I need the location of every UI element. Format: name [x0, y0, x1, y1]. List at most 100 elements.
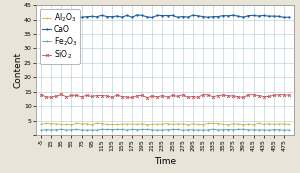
Al$_2$O$_3$: [166, 122, 169, 125]
Fe$_2$O$_3$: [221, 129, 225, 131]
SiO$_2$: [120, 95, 124, 98]
CaO: [64, 14, 68, 16]
CaO: [211, 16, 215, 18]
Fe$_2$O$_3$: [287, 129, 291, 131]
Fe$_2$O$_3$: [206, 129, 210, 131]
SiO$_2$: [282, 94, 286, 96]
Fe$_2$O$_3$: [59, 128, 63, 130]
Fe$_2$O$_3$: [176, 128, 179, 130]
CaO: [191, 14, 195, 16]
Fe$_2$O$_3$: [156, 129, 159, 131]
Al$_2$O$_3$: [156, 123, 159, 125]
CaO: [135, 14, 139, 16]
SiO$_2$: [287, 94, 291, 96]
SiO$_2$: [196, 96, 200, 98]
SiO$_2$: [80, 96, 83, 98]
SiO$_2$: [135, 95, 139, 97]
Fe$_2$O$_3$: [70, 129, 73, 131]
SiO$_2$: [166, 96, 169, 98]
Fe$_2$O$_3$: [216, 129, 220, 131]
SiO$_2$: [206, 94, 210, 96]
SiO$_2$: [247, 94, 250, 96]
Fe$_2$O$_3$: [262, 129, 266, 131]
CaO: [257, 15, 260, 17]
CaO: [272, 15, 276, 17]
Al$_2$O$_3$: [252, 124, 255, 126]
Fe$_2$O$_3$: [201, 129, 205, 131]
Al$_2$O$_3$: [100, 122, 103, 125]
CaO: [50, 14, 53, 16]
Fe$_2$O$_3$: [130, 128, 134, 130]
SiO$_2$: [151, 95, 154, 97]
SiO$_2$: [267, 95, 271, 98]
CaO: [54, 14, 58, 16]
CaO: [287, 16, 291, 18]
CaO: [221, 15, 225, 17]
CaO: [151, 16, 154, 19]
Al$_2$O$_3$: [206, 122, 210, 124]
Fe$_2$O$_3$: [166, 129, 169, 131]
CaO: [252, 14, 255, 16]
CaO: [59, 15, 63, 17]
Fe$_2$O$_3$: [120, 128, 124, 130]
CaO: [44, 14, 48, 16]
CaO: [95, 16, 98, 18]
Fe$_2$O$_3$: [105, 128, 109, 130]
Fe$_2$O$_3$: [80, 129, 83, 131]
SiO$_2$: [140, 94, 144, 97]
Al$_2$O$_3$: [226, 124, 230, 126]
SiO$_2$: [75, 94, 78, 96]
Fe$_2$O$_3$: [186, 129, 190, 131]
SiO$_2$: [171, 94, 174, 96]
Al$_2$O$_3$: [75, 122, 78, 125]
SiO$_2$: [176, 95, 179, 97]
Fe$_2$O$_3$: [140, 128, 144, 130]
SiO$_2$: [277, 94, 281, 96]
Fe$_2$O$_3$: [191, 129, 195, 131]
CaO: [161, 15, 164, 17]
SiO$_2$: [242, 96, 245, 98]
SiO$_2$: [201, 94, 205, 96]
Fe$_2$O$_3$: [85, 129, 88, 131]
Fe$_2$O$_3$: [125, 129, 129, 131]
SiO$_2$: [237, 96, 240, 98]
Al$_2$O$_3$: [216, 122, 220, 125]
CaO: [140, 14, 144, 16]
Al$_2$O$_3$: [267, 123, 271, 125]
CaO: [70, 16, 73, 18]
CaO: [262, 14, 266, 16]
CaO: [125, 14, 129, 16]
Al$_2$O$_3$: [50, 123, 53, 125]
SiO$_2$: [125, 96, 129, 98]
CaO: [100, 14, 103, 16]
Fe$_2$O$_3$: [44, 129, 48, 131]
SiO$_2$: [146, 97, 149, 99]
CaO: [196, 15, 200, 17]
Al$_2$O$_3$: [120, 123, 124, 125]
Al$_2$O$_3$: [242, 124, 245, 126]
Fe$_2$O$_3$: [39, 129, 43, 131]
SiO$_2$: [100, 95, 103, 97]
Fe$_2$O$_3$: [151, 129, 154, 131]
Fe$_2$O$_3$: [161, 129, 164, 131]
SiO$_2$: [181, 94, 184, 96]
CaO: [186, 16, 190, 18]
SiO$_2$: [70, 94, 73, 97]
Al$_2$O$_3$: [105, 123, 109, 125]
Al$_2$O$_3$: [125, 123, 129, 125]
CaO: [267, 15, 271, 17]
SiO$_2$: [272, 94, 276, 96]
Fe$_2$O$_3$: [110, 129, 114, 131]
Al$_2$O$_3$: [146, 124, 149, 126]
Al$_2$O$_3$: [90, 124, 93, 126]
Al$_2$O$_3$: [257, 122, 260, 124]
Al$_2$O$_3$: [151, 123, 154, 125]
Line: CaO: CaO: [40, 13, 290, 19]
CaO: [277, 15, 281, 17]
CaO: [237, 15, 240, 17]
Fe$_2$O$_3$: [115, 128, 119, 130]
Fe$_2$O$_3$: [100, 128, 103, 130]
Al$_2$O$_3$: [262, 123, 266, 125]
Fe$_2$O$_3$: [252, 129, 255, 131]
SiO$_2$: [216, 94, 220, 97]
